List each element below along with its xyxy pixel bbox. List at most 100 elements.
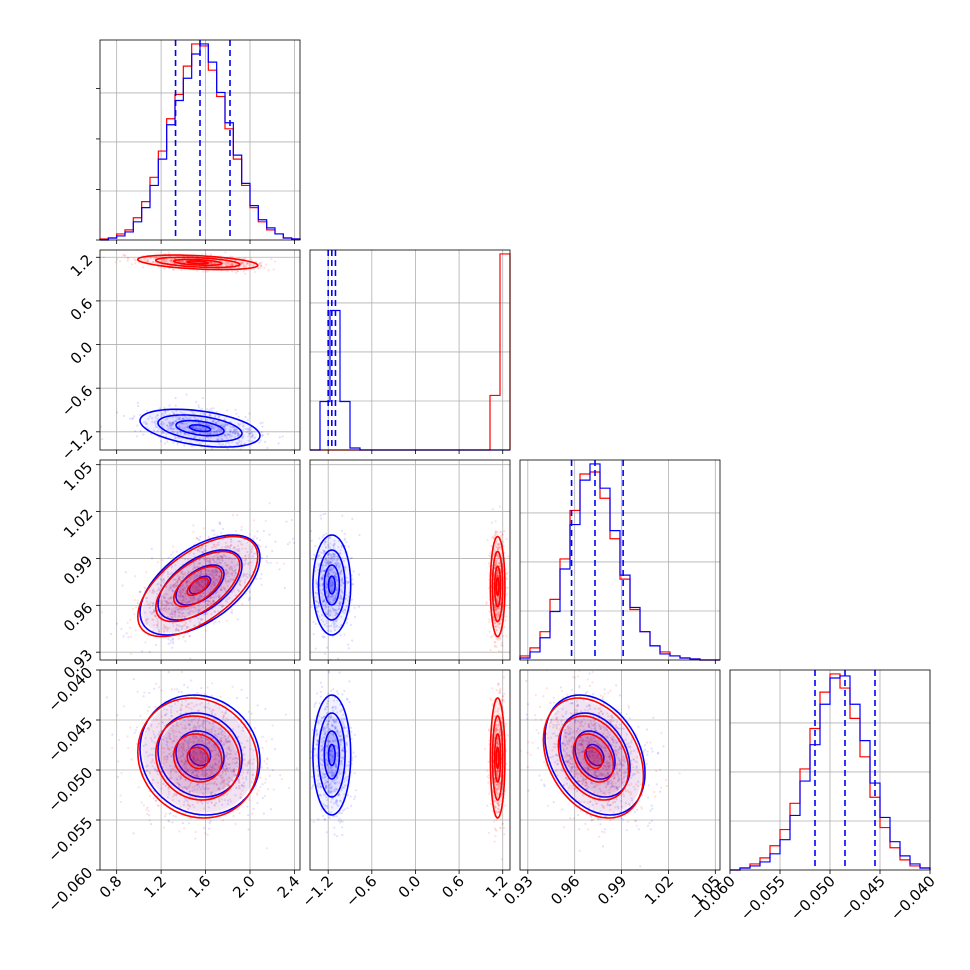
scatter-point (244, 578, 247, 581)
scatter-point (178, 595, 181, 598)
scatter-point (253, 519, 256, 522)
scatter-point (235, 428, 238, 431)
scatter-point (146, 409, 149, 412)
scatter-point (212, 426, 216, 430)
scatter-point (114, 261, 117, 264)
scatter-point (209, 261, 212, 264)
scatter-point (150, 822, 153, 826)
scatter-point (163, 260, 166, 263)
scatter-point (198, 427, 201, 430)
scatter-point (318, 537, 321, 540)
scatter-point (174, 397, 177, 400)
scatter-point (184, 580, 187, 583)
scatter-point (179, 260, 182, 263)
scatter-point (196, 581, 199, 584)
scatter-point (197, 584, 200, 587)
scatter-point (237, 540, 240, 543)
scatter-point (189, 597, 192, 600)
scatter-point (211, 529, 214, 532)
scatter-point (187, 612, 190, 615)
scatter-point (248, 533, 251, 536)
scatter-point (179, 595, 182, 598)
scatter-point (153, 609, 156, 612)
scatter-point (210, 596, 213, 599)
panel-1-1 (309, 249, 511, 454)
scatter-point (186, 417, 189, 420)
scatter-point (222, 554, 225, 557)
scatter-point (233, 436, 237, 439)
scatter-point (197, 617, 200, 620)
scatter-point (165, 585, 168, 588)
scatter-point (226, 433, 229, 436)
scatter-point (231, 572, 234, 575)
scatter-point (212, 622, 215, 625)
scatter-point (312, 553, 316, 556)
scatter-point (499, 638, 502, 641)
scatter-point (210, 581, 213, 584)
scatter-point (129, 618, 132, 622)
scatter-point (179, 616, 183, 620)
scatter-point (174, 606, 178, 609)
scatter-point (195, 574, 198, 577)
scatter-point (178, 589, 181, 592)
scatter-point (184, 261, 187, 264)
scatter-point (244, 264, 247, 267)
y-tick-label: 0.6 (67, 295, 97, 325)
scatter-point (233, 428, 236, 431)
scatter-point (191, 568, 195, 571)
scatter-point (487, 587, 490, 590)
scatter-point (266, 561, 269, 564)
scatter-point (266, 446, 269, 449)
scatter-point (174, 615, 177, 619)
scatter-point (175, 627, 178, 630)
scatter-point (171, 613, 175, 616)
scatter-point (186, 584, 189, 587)
scatter-point (182, 636, 185, 639)
scatter-point (183, 418, 186, 421)
scatter-point (192, 530, 195, 533)
scatter-point (192, 524, 195, 527)
scatter-point (250, 435, 253, 439)
scatter-point (170, 595, 173, 598)
scatter-point (230, 578, 233, 581)
scatter-point (500, 641, 503, 645)
scatter-point (231, 685, 234, 688)
scatter-point (144, 641, 147, 644)
scatter-point (174, 584, 177, 587)
scatter-point (148, 603, 151, 607)
scatter-point (159, 422, 162, 425)
scatter-point (178, 607, 181, 610)
scatter-point (181, 583, 184, 587)
scatter-point (260, 573, 263, 576)
scatter-point (184, 640, 187, 643)
scatter-point (145, 622, 148, 625)
scatter-point (249, 432, 252, 435)
scatter-point (215, 425, 218, 428)
scatter-point (218, 435, 221, 438)
scatter-point (176, 443, 179, 446)
scatter-point (214, 570, 217, 574)
scatter-point (165, 417, 169, 420)
scatter-point (197, 608, 200, 611)
scatter-point (224, 561, 227, 565)
scatter-point (187, 571, 190, 574)
scatter-point (214, 579, 217, 582)
scatter-point (206, 433, 209, 436)
scatter-point (179, 586, 182, 590)
scatter-point (264, 519, 267, 522)
scatter-point (211, 682, 214, 685)
scatter-point (246, 428, 249, 431)
scatter-point (230, 543, 233, 547)
scatter-point (181, 260, 184, 263)
scatter-point (170, 596, 173, 600)
scatter-point (213, 261, 216, 265)
scatter-point (178, 615, 181, 618)
scatter-point (141, 650, 144, 653)
scatter-point (197, 538, 200, 541)
scatter-point (219, 555, 222, 558)
scatter-point (226, 579, 229, 582)
scatter-point (263, 266, 266, 269)
scatter-point (116, 775, 120, 779)
scatter-point (169, 615, 173, 618)
scatter-point (320, 517, 323, 520)
